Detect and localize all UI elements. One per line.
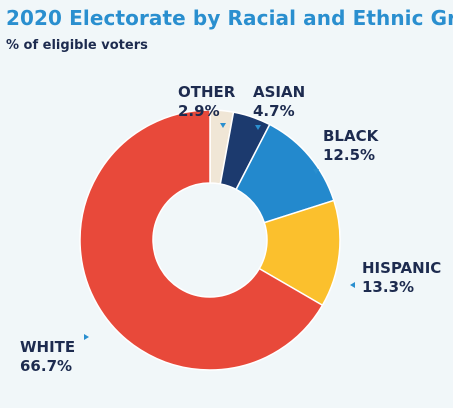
pointer-black <box>313 169 319 174</box>
label-hispanic: HISPANIC 13.3% <box>362 259 441 296</box>
slice-labels: OTHER 2.9% ASIAN 4.7% BLACK 12.5% HISPANIC 13.3… <box>20 83 441 375</box>
label-black-value: 12.5% <box>323 146 375 164</box>
label-black-category: BLACK <box>323 127 380 145</box>
pointer-white <box>84 334 89 340</box>
pointer-other <box>220 123 226 128</box>
slice-white <box>79 109 324 371</box>
label-hispanic-value: 13.3% <box>362 278 414 296</box>
label-pointers <box>84 123 355 340</box>
label-black: BLACK 12.5% <box>323 127 380 164</box>
chart-subtitle: % of eligible voters <box>6 38 148 53</box>
pointer-hispanic <box>350 282 355 288</box>
label-asian-category: ASIAN <box>253 83 305 101</box>
label-asian: ASIAN 4.7% <box>253 83 305 120</box>
label-white-category: WHITE <box>20 338 75 356</box>
label-other-category: OTHER <box>178 83 236 101</box>
pointer-asian <box>255 125 261 130</box>
label-white: WHITE 66.7% <box>20 338 75 375</box>
donut-slices <box>79 109 341 371</box>
chart-title: 2020 Electorate by Racial and Ethnic Gro… <box>6 6 453 30</box>
label-white-value: 66.7% <box>20 357 72 375</box>
label-hispanic-category: HISPANIC <box>362 259 441 277</box>
label-other-value: 2.9% <box>178 102 220 120</box>
label-other: OTHER 2.9% <box>178 83 236 120</box>
label-asian-value: 4.7% <box>253 102 295 120</box>
